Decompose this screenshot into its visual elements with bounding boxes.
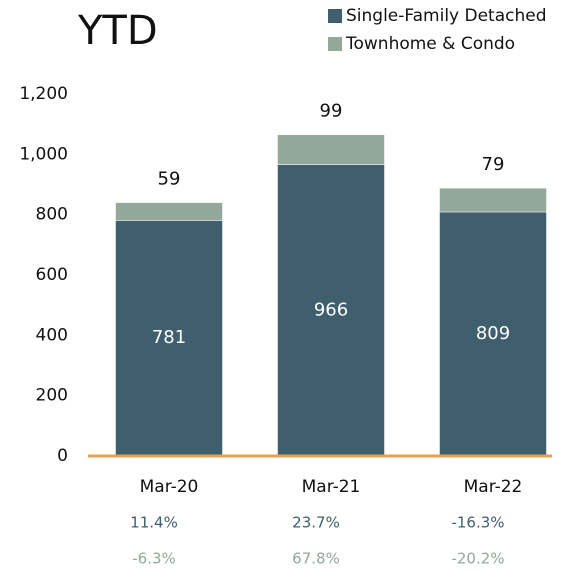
bar-segment (115, 202, 223, 221)
value-label: 79 (482, 154, 505, 175)
x-tick-label: Mar-21 (302, 477, 361, 497)
change-label: 23.7% (292, 514, 340, 532)
change-label: -20.2% (451, 550, 504, 568)
change-label: -16.3% (451, 514, 504, 532)
x-tick-label: Mar-22 (464, 477, 523, 497)
y-tick-label: 600 (36, 265, 68, 285)
bar-segment (277, 164, 385, 457)
legend-swatch (328, 37, 342, 51)
y-tick-label: 1,000 (19, 144, 68, 164)
y-tick-label: 400 (36, 325, 68, 345)
value-label: 59 (158, 169, 181, 190)
y-tick-label: 200 (36, 386, 68, 406)
x-tick-label: Mar-20 (140, 477, 199, 497)
change-label: 11.4% (130, 514, 178, 532)
change-label: -6.3% (132, 550, 176, 568)
value-label: 781 (152, 327, 186, 348)
y-tick-label: 1,200 (19, 84, 68, 104)
bar-segment (277, 134, 385, 165)
chart-title: YTD (77, 8, 158, 54)
y-tick-label: 800 (36, 205, 68, 225)
y-tick-label: 0 (57, 446, 68, 466)
value-label: 966 (314, 299, 348, 320)
bar-segment (115, 220, 223, 457)
value-label: 809 (476, 323, 510, 344)
legend-label: Single-Family Detached (346, 6, 547, 26)
bar-segment (439, 187, 547, 213)
legend-swatch (328, 9, 342, 23)
legend-label: Townhome & Condo (345, 34, 515, 54)
value-label: 99 (320, 101, 343, 122)
change-label: 67.8% (292, 550, 340, 568)
